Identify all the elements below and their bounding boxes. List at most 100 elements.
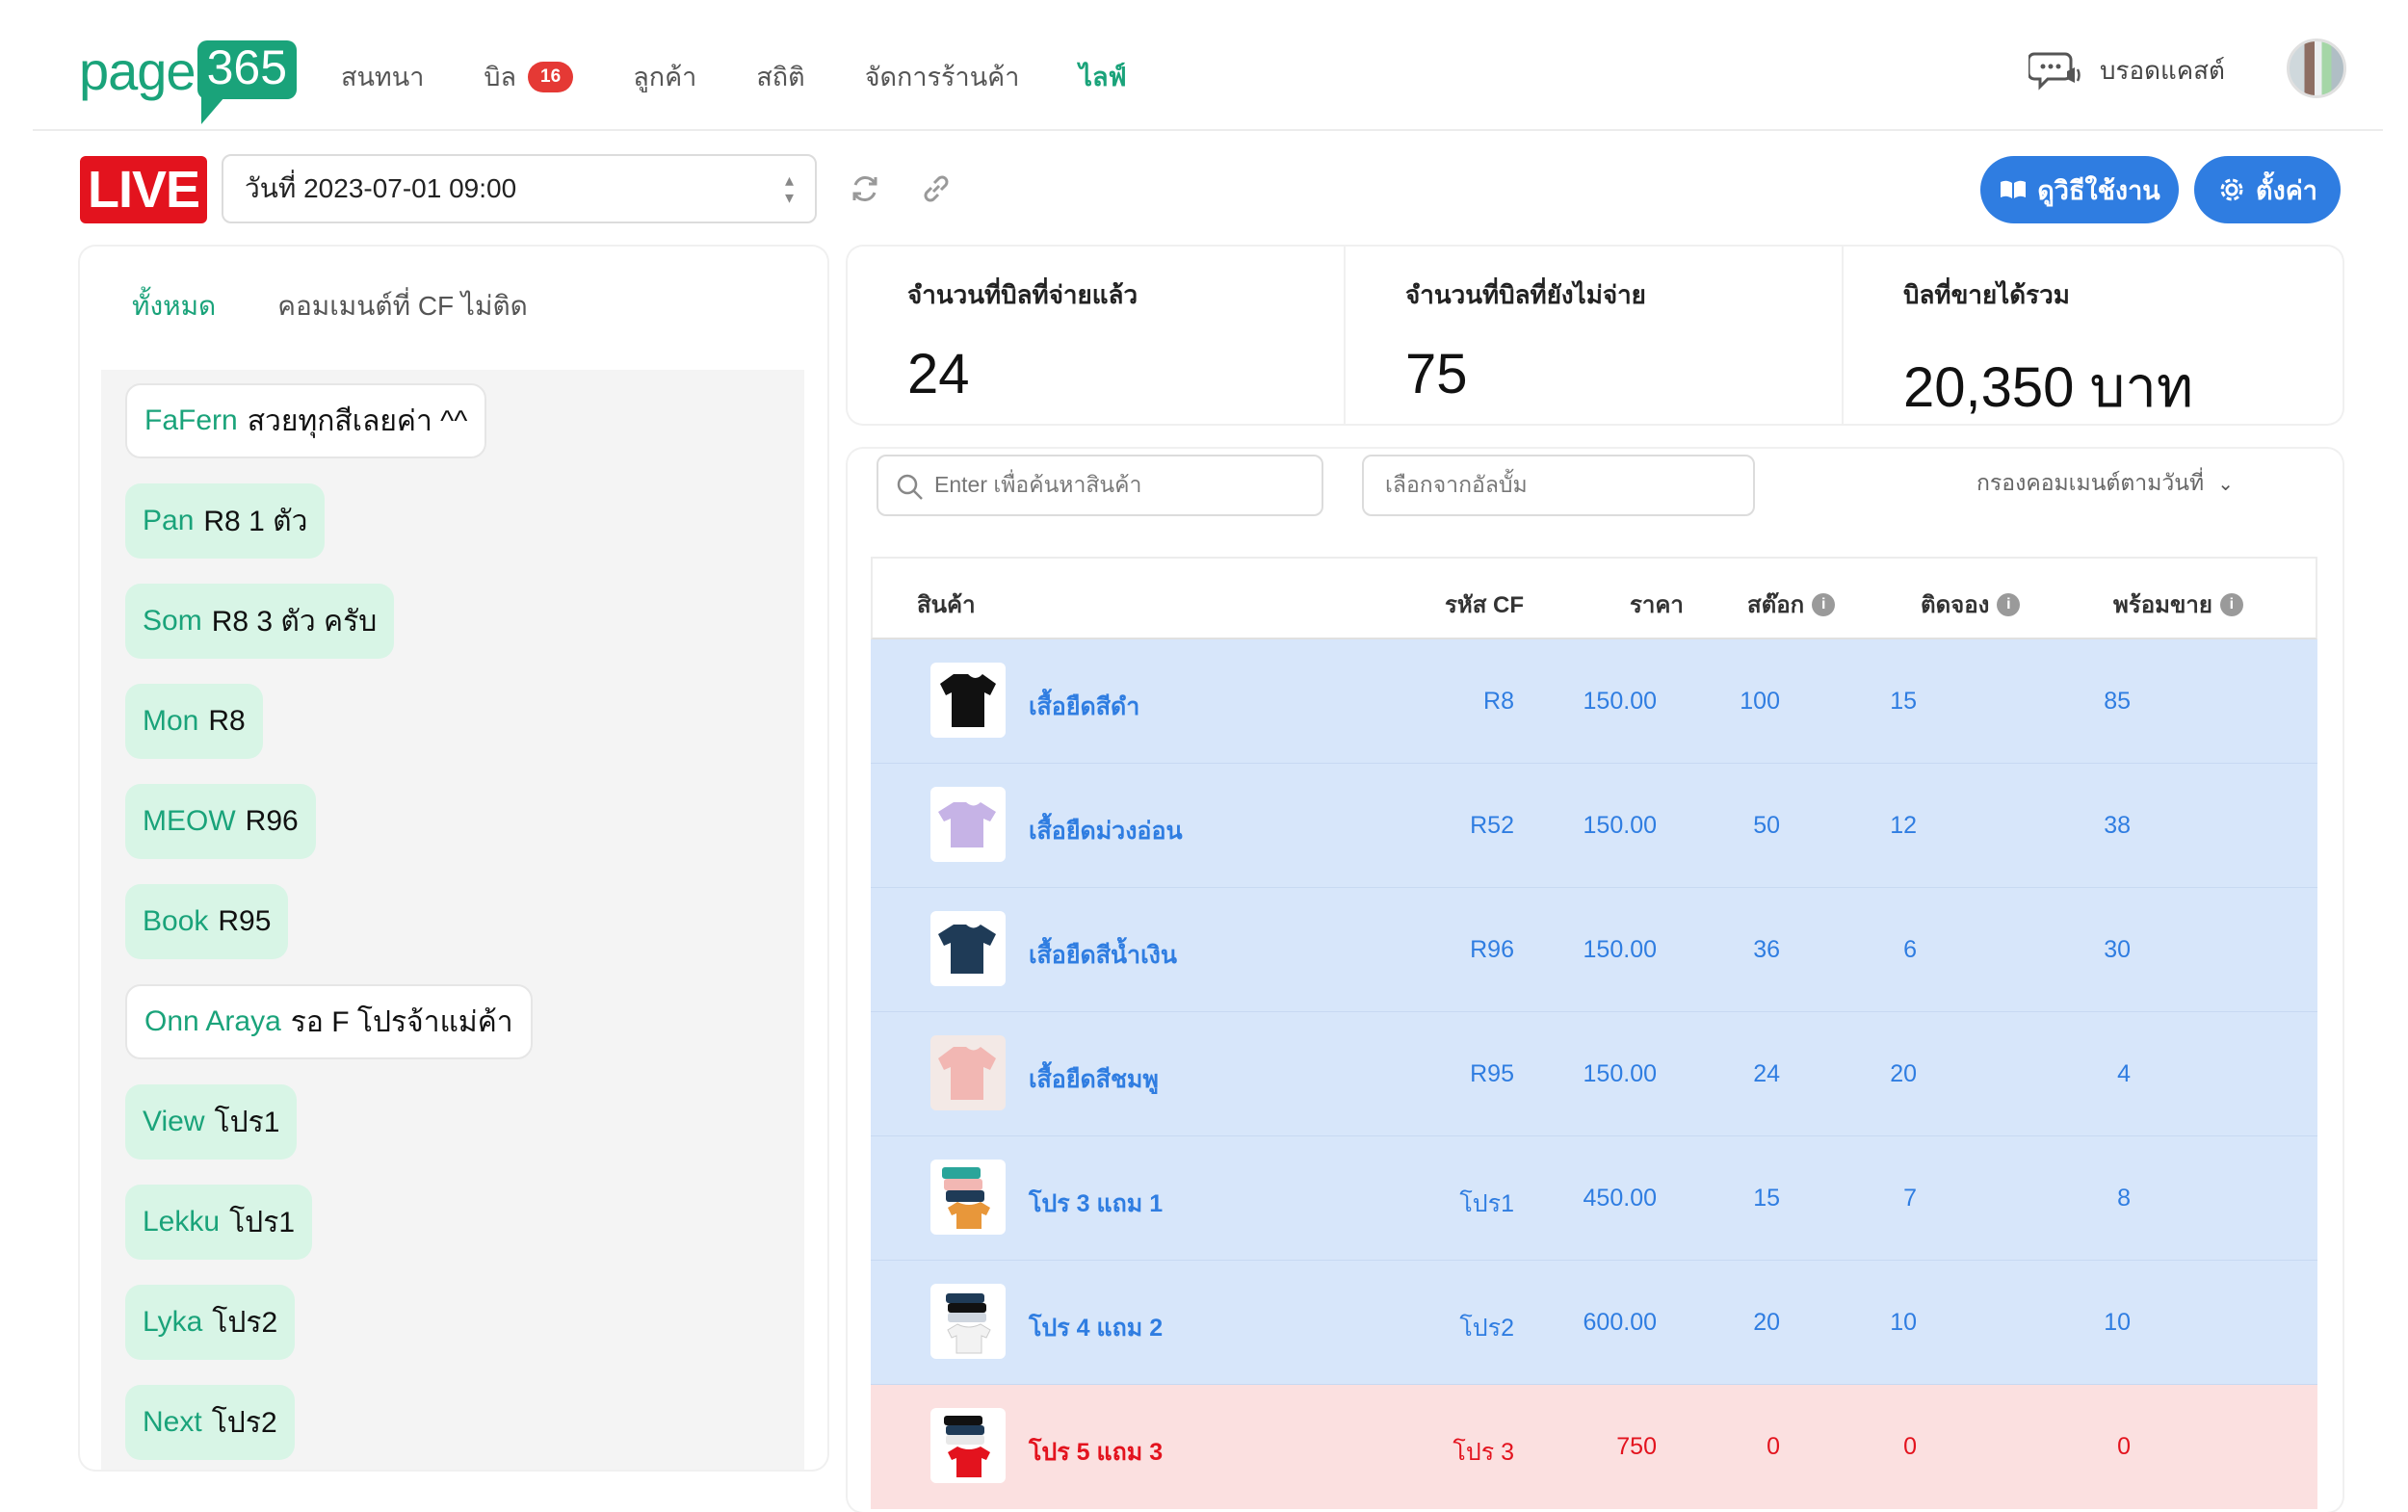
product-thumbnail: [930, 1035, 1006, 1110]
product-name-link[interactable]: โปร 5 แถม 3: [1029, 1439, 1164, 1466]
settings-button[interactable]: ตั้งค่า: [2194, 156, 2341, 223]
broadcast-label: บรอดแคสต์: [2100, 55, 2225, 85]
broadcast-link[interactable]: บรอดแคสต์: [2028, 50, 2225, 91]
info-icon[interactable]: i: [1812, 592, 1836, 616]
commenter-name: Mon: [143, 705, 199, 737]
cf-code: R96: [1470, 936, 1514, 963]
table-row[interactable]: เสื้อยืดสีน้ำเงิน R96 150.00 36 6 30: [871, 888, 2317, 1012]
product-name-link[interactable]: เสื้อยืดม่วงอ่อน: [1029, 818, 1183, 845]
commenter-name: Lyka: [143, 1306, 203, 1338]
product-name-link[interactable]: โปร 3 แถม 1: [1029, 1190, 1164, 1217]
comment-date-filter[interactable]: กรองคอมเมนต์ตามวันที่ ⌄: [1976, 466, 2234, 501]
live-date-select[interactable]: วันที่ 2023-07-01 09:00 ▴ ▾: [222, 154, 817, 223]
stat-value: 24: [907, 343, 970, 405]
tab-cf-failed-comments[interactable]: คอมเมนต์ที่ CF ไม่ติด: [277, 291, 528, 321]
table-row[interactable]: เสื้อยืดม่วงอ่อน R52 150.00 50 12 38: [871, 764, 2317, 888]
stock: 20: [1753, 1309, 1780, 1336]
products-panel: Enter เพื่อค้นหาสินค้า เลือกจากอัลบั้ม ก…: [848, 449, 2343, 1512]
stat-paid-bills: จำนวนที่บิลที่จ่ายแล้ว 24: [848, 247, 1346, 424]
nav-chat-label: สนทนา: [341, 63, 425, 91]
stat-value: 20,350 บาท: [1903, 356, 2194, 419]
bill-stats: จำนวนที่บิลที่จ่ายแล้ว 24 จำนวนที่บิลที่…: [848, 247, 2343, 424]
products-table: สินค้า รหัส CF ราคา สต๊อก i ติดจอง i พร้อม…: [871, 557, 2317, 1509]
comment-text: โปร2: [212, 1306, 278, 1339]
reserved: 20: [1890, 1060, 1917, 1087]
stock: 36: [1753, 936, 1780, 963]
product-name-link[interactable]: โปร 4 แถม 2: [1029, 1315, 1164, 1342]
cf-code: R95: [1470, 1060, 1514, 1087]
nav-store-label: จัดการร้านค้า: [864, 63, 1020, 91]
nav-bills[interactable]: บิล 16: [484, 56, 574, 97]
page365-logo[interactable]: page 365: [79, 40, 298, 123]
top-header: page 365 สนทนา บิล 16 ลูกค้า สถิติ จัดการ…: [33, 0, 2383, 131]
comment-text: โปร1: [214, 1106, 280, 1138]
select-updown-icon: ▴ ▾: [784, 170, 794, 207]
comment-item: Onn Araya รอ F โปรจ้าแม่ค้า: [125, 984, 533, 1059]
available: 30: [2104, 936, 2131, 963]
stock: 100: [1740, 688, 1780, 715]
product-search-input[interactable]: Enter เพื่อค้นหาสินค้า: [877, 455, 1323, 516]
comment-item: Lekku โปร1: [125, 1185, 313, 1260]
nav-store-management[interactable]: จัดการร้านค้า: [865, 56, 1020, 97]
product-thumbnail: [930, 1284, 1006, 1359]
table-row[interactable]: โปร 4 แถม 2 โปร2 600.00 20 10 10: [871, 1261, 2317, 1385]
user-avatar[interactable]: [2287, 39, 2346, 98]
product-name-link[interactable]: เสื้อยืดสีดำ: [1029, 693, 1140, 720]
table-header: สินค้า รหัส CF ราคา สต๊อก i ติดจอง i พร้อม…: [871, 557, 2317, 639]
stat-label: จำนวนที่บิลที่จ่ายแล้ว: [907, 280, 1139, 309]
commenter-name: FaFern: [144, 404, 238, 436]
nav-customers[interactable]: ลูกค้า: [633, 56, 696, 97]
nav-chat[interactable]: สนทนา: [341, 56, 424, 97]
guide-button[interactable]: ดูวิธีใช้งาน: [1980, 156, 2179, 223]
price: 150.00: [1583, 1060, 1657, 1087]
album-select[interactable]: เลือกจากอัลบั้ม: [1362, 455, 1755, 516]
cf-code: โปร 3: [1453, 1439, 1514, 1466]
nav-stats-label: สถิติ: [756, 63, 805, 91]
commenter-name: Next: [143, 1406, 202, 1438]
main-nav: สนทนา บิล 16 ลูกค้า สถิติ จัดการร้านค้า ไ…: [341, 56, 1187, 97]
cf-code: โปร2: [1459, 1315, 1514, 1342]
live-date-value: วันที่ 2023-07-01 09:00: [245, 173, 517, 203]
nav-stats[interactable]: สถิติ: [756, 56, 804, 97]
col-reserved: ติดจอง i: [1921, 586, 2021, 623]
product-name-link[interactable]: เสื้อยืดสีน้ำเงิน: [1029, 942, 1177, 969]
table-row[interactable]: เสื้อยืดสีดำ R8 150.00 100 15 85: [871, 639, 2317, 764]
product-thumbnail: [930, 911, 1006, 986]
comment-text: R8 1 ตัว: [203, 505, 308, 537]
date-filter-label: กรองคอมเมนต์ตามวันที่: [1976, 470, 2205, 495]
commenter-name: Onn Araya: [144, 1005, 281, 1037]
book-icon: [2001, 180, 2027, 198]
info-icon[interactable]: i: [2219, 592, 2243, 616]
nav-customers-label: ลูกค้า: [633, 63, 697, 91]
comment-list[interactable]: FaFern สวยทุกสีเลยค่า ^^ Pan R8 1 ตัว Som R…: [101, 370, 804, 1470]
comment-item: Lyka โปร2: [125, 1285, 296, 1360]
comment-item: FaFern สวยทุกสีเลยค่า ^^: [125, 383, 487, 458]
commenter-name: View: [143, 1106, 205, 1137]
refresh-icon[interactable]: [848, 171, 882, 206]
price: 450.00: [1583, 1185, 1657, 1212]
col-stock-label: สต๊อก: [1747, 592, 1805, 618]
info-icon[interactable]: i: [1997, 592, 2021, 616]
reserved: 12: [1890, 812, 1917, 839]
cf-code: R52: [1470, 812, 1514, 839]
tab-all-comments[interactable]: ทั้งหมด: [101, 285, 248, 374]
tshirt-stack-icon: [944, 1416, 990, 1477]
nav-live[interactable]: ไลฟ์: [1079, 56, 1126, 97]
product-name-link[interactable]: เสื้อยืดสีชมพู: [1029, 1066, 1159, 1093]
table-row[interactable]: โปร 3 แถม 1 โปร1 450.00 15 7 8: [871, 1136, 2317, 1261]
col-available: พร้อมขาย i: [2113, 586, 2243, 623]
tshirt-icon: [938, 802, 996, 847]
comment-text: สวยทุกสีเลยค่า ^^: [247, 404, 468, 437]
broadcast-icon: [2028, 52, 2081, 91]
link-icon[interactable]: [919, 171, 954, 206]
product-thumbnail: [930, 787, 1006, 862]
comment-tabs: ทั้งหมด คอมเมนต์ที่ CF ไม่ติด: [101, 285, 559, 374]
price: 750: [1616, 1433, 1657, 1460]
logo-text: page: [79, 40, 196, 101]
product-thumbnail: [930, 663, 1006, 738]
comment-text: R8 3 ตัว ครับ: [211, 605, 378, 638]
table-row-sold-out[interactable]: โปร 5 แถม 3 โปร 3 750 0 0 0: [871, 1385, 2317, 1509]
table-row[interactable]: เสื้อยืดสีชมพู R95 150.00 24 20 4: [871, 1012, 2317, 1136]
available: 0: [2117, 1433, 2131, 1460]
settings-button-label: ตั้งค่า: [2256, 175, 2317, 205]
